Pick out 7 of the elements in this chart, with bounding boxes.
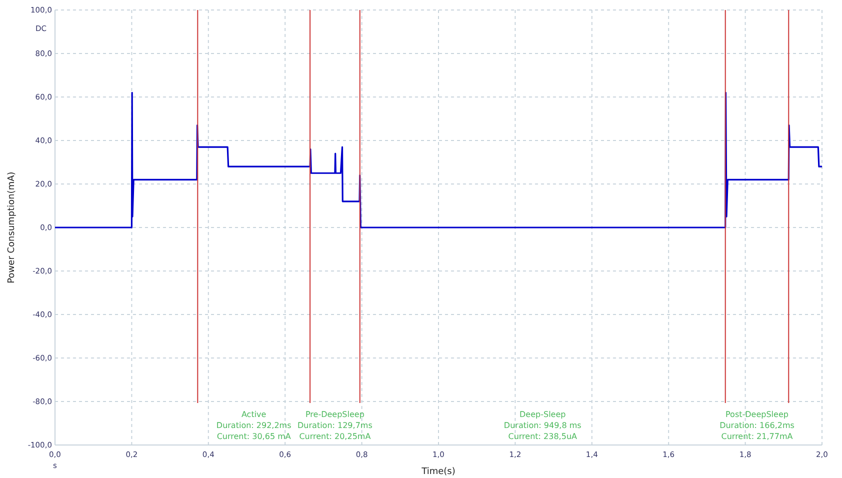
x-axis-title: Time(s) (420, 467, 456, 477)
annotation: Deep-Sleep Duration: 949,8 ms Current: 238,5uA (504, 410, 582, 441)
annotation: Active Duration: 292,2ms Current: 30,65 mA (216, 410, 292, 441)
annotation: Pre-DeepSleep Duration: 129,7ms Current: 20,25mA (298, 410, 372, 441)
y-axis-title: Power Consumption(mA) (7, 172, 17, 284)
annotation: Post-DeepSleep Duration: 166,2ms Current: 21,77mA (720, 410, 794, 441)
line-series (54, 92, 823, 228)
